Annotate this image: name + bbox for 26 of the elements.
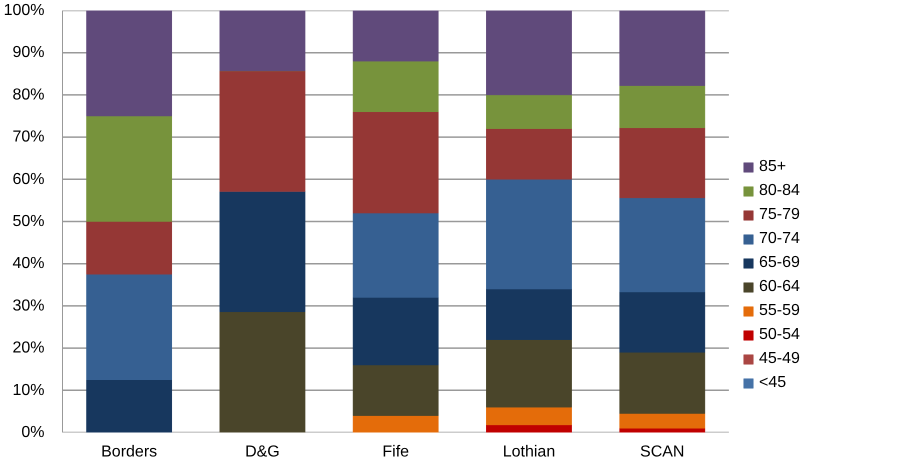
y-tick-label: 80% — [12, 86, 45, 104]
y-tick-label: 10% — [12, 382, 45, 399]
legend-label: 45-49 — [759, 350, 800, 368]
x-tick-label: D&G — [245, 444, 280, 460]
legend-label: <45 — [759, 374, 786, 392]
y-tick-label: 100% — [4, 2, 44, 19]
x-tick-label: Borders — [101, 444, 158, 460]
legend-label: 85+ — [759, 158, 786, 176]
legend-label: 55-59 — [759, 302, 800, 320]
legend-label: 80-84 — [759, 182, 800, 200]
x-tick-label: Fife — [382, 444, 410, 460]
legend-label: 75-79 — [759, 206, 800, 224]
y-tick-label: 0% — [21, 424, 44, 441]
y-tick-label: 40% — [12, 255, 45, 272]
y-tick-label: 50% — [12, 213, 45, 230]
x-tick-label: SCAN — [640, 444, 684, 460]
y-tick-label: 30% — [12, 297, 45, 314]
legend-label: 70-74 — [759, 230, 800, 248]
y-tick-label: 60% — [12, 170, 45, 188]
y-tick-label: 70% — [12, 128, 45, 146]
x-tick-label: Lothian — [502, 444, 556, 460]
legend-label: 60-64 — [759, 278, 800, 296]
y-tick-label: 20% — [12, 340, 45, 357]
y-tick-label: 90% — [12, 44, 45, 62]
legend-label: 65-69 — [759, 254, 800, 272]
legend-label: 50-54 — [759, 326, 800, 344]
